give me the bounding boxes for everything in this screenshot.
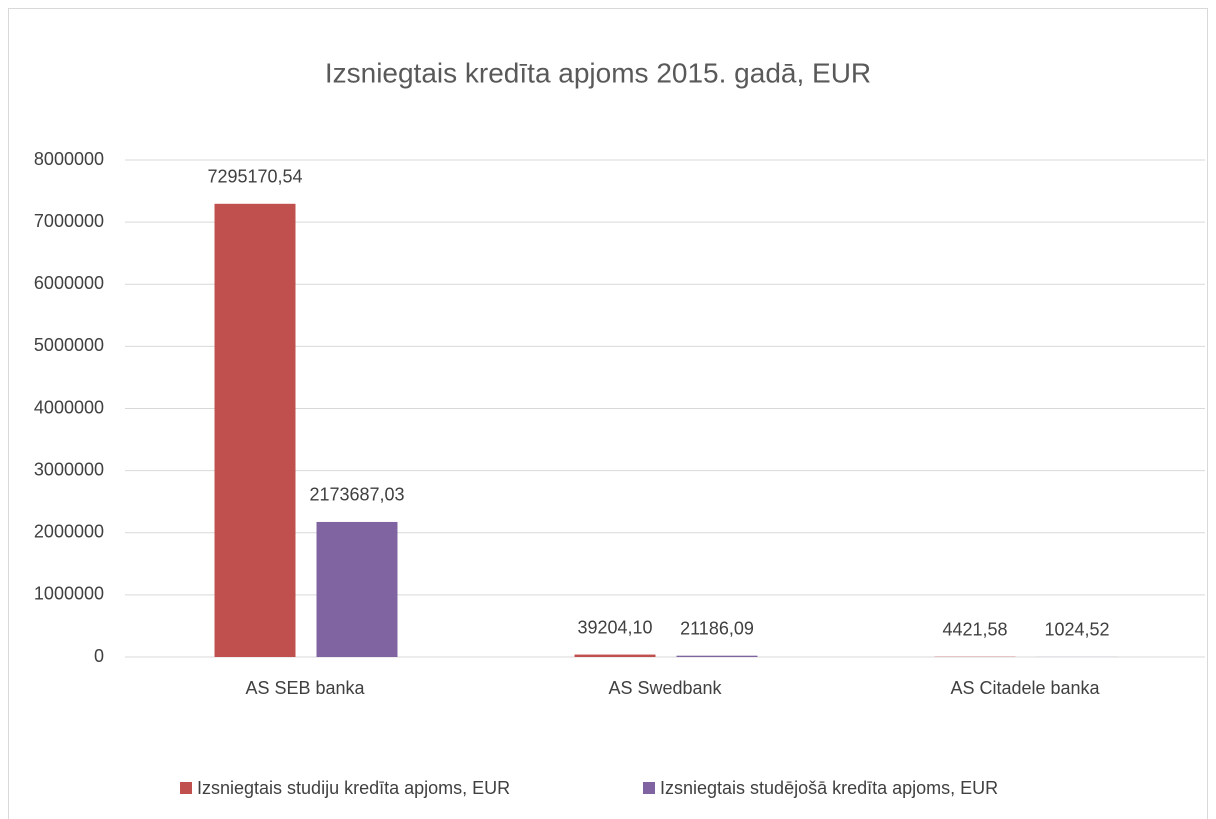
y-tick-label: 5000000: [34, 335, 104, 355]
bar: [214, 203, 296, 657]
y-tick-label: 8000000: [34, 149, 104, 169]
chart-title: Izsniegtais kredīta apjoms 2015. gadā, E…: [325, 57, 871, 88]
y-tick-label: 2000000: [34, 522, 104, 542]
data-label: 7295170,54: [207, 167, 302, 187]
y-tick-label: 1000000: [34, 584, 104, 604]
bar: [676, 655, 758, 657]
y-tick-label: 6000000: [34, 273, 104, 293]
data-label: 21186,09: [680, 618, 754, 638]
y-tick-label: 7000000: [34, 211, 104, 231]
bar: [574, 654, 656, 657]
x-tick-label: AS Swedbank: [608, 678, 722, 698]
y-tick-label: 0: [94, 646, 104, 666]
legend-swatch: [643, 782, 655, 794]
data-label: 4421,58: [942, 619, 1007, 639]
x-tick-label: AS SEB banka: [245, 678, 365, 698]
legend-label: Izsniegtais studiju kredīta apjoms, EUR: [197, 778, 510, 798]
data-label: 1024,52: [1044, 620, 1109, 640]
chart-border: [8, 8, 1208, 819]
bar: [316, 521, 398, 657]
legend-label: Izsniegtais studējošā kredīta apjoms, EU…: [660, 778, 998, 798]
legend-swatch: [180, 782, 192, 794]
x-tick-label: AS Citadele banka: [950, 678, 1100, 698]
data-label: 39204,10: [577, 617, 652, 637]
data-label: 2173687,03: [309, 485, 404, 505]
y-tick-label: 4000000: [34, 397, 104, 417]
y-tick-label: 3000000: [34, 459, 104, 479]
